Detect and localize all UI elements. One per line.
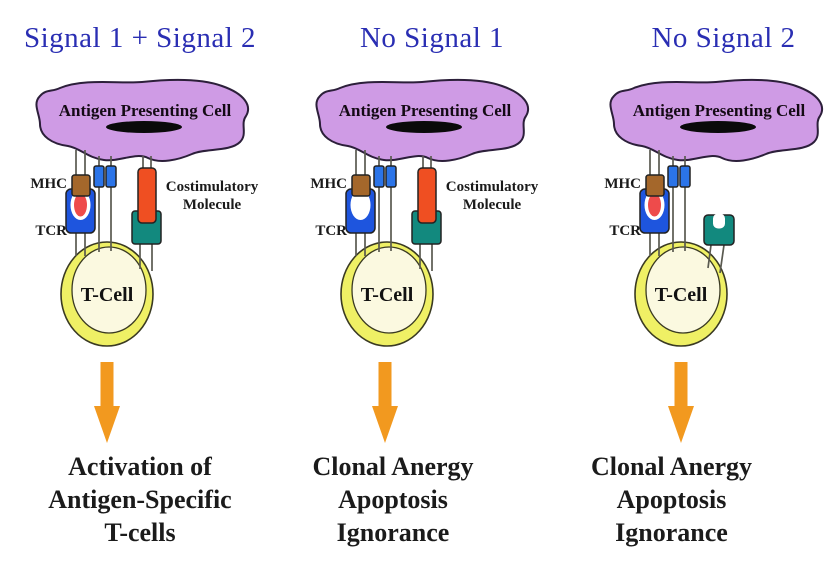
mhc-label: MHC [310, 176, 347, 192]
panel-no-signal1: No Signal 1 Antigen Presenting Cell [280, 0, 556, 571]
mhc-molecule [351, 174, 371, 197]
costim-label-line2: Molecule [183, 197, 242, 213]
outcome-line: Clonal Anergy [590, 452, 753, 481]
outcome-line: Ignorance [336, 518, 450, 547]
empty-binding-pocket [350, 190, 371, 220]
apc-label: Antigen Presenting Cell [59, 101, 232, 120]
panel-no-signal2: No Signal 2 Antigen Presenting Cell [556, 0, 835, 571]
costim-molecule [417, 167, 437, 224]
costim-molecule [137, 167, 157, 224]
tcell-label: T-Cell [361, 284, 414, 306]
outcome-line: Ignorance [615, 518, 728, 547]
accessory-molecule-right [385, 165, 397, 188]
apc-label: Antigen Presenting Cell [633, 101, 806, 120]
tcell-label: T-Cell [81, 284, 134, 306]
panel-title: Signal 1 + Signal 2 [23, 22, 257, 54]
antigen-peptide [648, 193, 661, 217]
tcr-label: TCR [609, 223, 641, 239]
mhc-molecule [71, 174, 91, 197]
down-arrow-icon [94, 362, 120, 443]
costim-label-line2: Molecule [463, 197, 522, 213]
apc-label: Antigen Presenting Cell [339, 101, 512, 120]
down-arrow-icon [372, 362, 398, 443]
tcell-inner [351, 246, 427, 334]
mhc-label: MHC [604, 176, 641, 192]
apc-nucleus-icon [386, 121, 462, 133]
tcr-label: TCR [35, 223, 67, 239]
receptor-stalks [75, 150, 153, 271]
tcell-inner [71, 246, 147, 334]
antigen-peptide [74, 193, 87, 217]
accessory-molecule-left [667, 165, 679, 188]
outcome-line: Activation of [68, 452, 212, 481]
panel-diagram: Antigen Presenting Cell MHC TCR [310, 78, 539, 347]
costim-receptor-notch [713, 213, 725, 229]
outcome-text: Activation of Antigen-Specific T-cells [0, 450, 280, 549]
tcell-label: T-Cell [655, 284, 708, 306]
antigen-presenting-cell-shape [35, 78, 250, 162]
mhc-molecule [645, 174, 665, 197]
down-arrow-icon [667, 362, 694, 443]
apc-nucleus-icon [106, 121, 182, 133]
outcome-line: T-cells [104, 518, 176, 547]
receptor-stalks [355, 150, 433, 271]
outcome-line: Clonal Anergy [312, 452, 474, 481]
antigen-presenting-cell-shape [315, 78, 530, 162]
panel-diagram: Antigen Presenting Cell [30, 78, 259, 347]
costim-label-line1: Costimulatory [166, 179, 259, 195]
outcome-line: Antigen-Specific [48, 485, 232, 514]
panel-signal1-plus-signal2: Signal 1 + Signal 2 Antigen Presenting C… [0, 0, 280, 571]
outcome-text: Clonal Anergy Apoptosis Ignorance [255, 450, 531, 549]
tcr-label: TCR [315, 223, 347, 239]
panel-title: No Signal 2 [651, 22, 796, 54]
costim-label-line1: Costimulatory [446, 179, 539, 195]
accessory-molecule-left [93, 165, 105, 188]
apc-nucleus-icon [680, 121, 756, 133]
accessory-molecule-left [373, 165, 385, 188]
outcome-line: Apoptosis [338, 485, 448, 514]
panel-diagram: Antigen Presenting Cell MHC TCR [604, 78, 824, 347]
mhc-label: MHC [30, 176, 67, 192]
antigen-presenting-cell-shape [609, 78, 824, 162]
tcell-inner [645, 246, 721, 334]
outcome-line: Apoptosis [616, 485, 727, 514]
panel-title: No Signal 1 [359, 22, 505, 54]
accessory-molecule-right [679, 165, 691, 188]
accessory-molecule-right [105, 165, 117, 188]
outcome-text: Clonal Anergy Apoptosis Ignorance [532, 450, 811, 549]
